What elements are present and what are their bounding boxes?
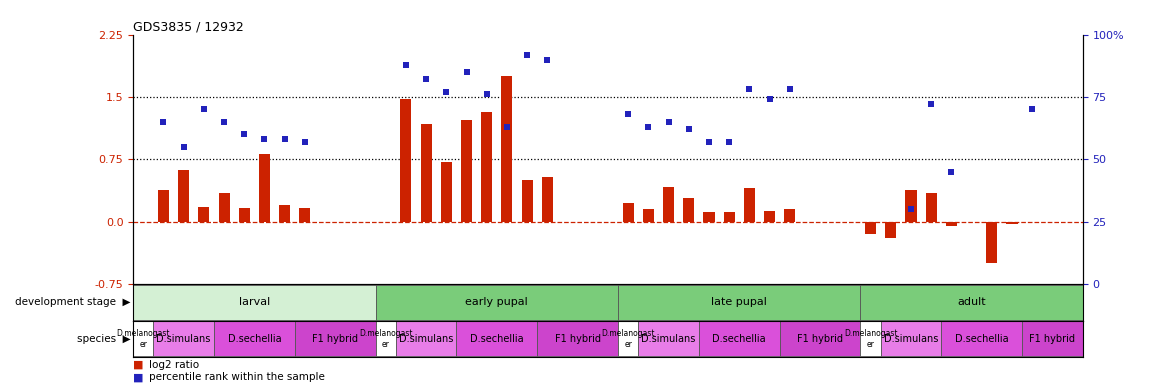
Text: early pupal: early pupal [466, 297, 528, 308]
Bar [699, 321, 779, 356]
Bar [375, 285, 618, 320]
Text: D.melanogast
er: D.melanogast er [844, 329, 897, 349]
Text: GDS3835 / 12932: GDS3835 / 12932 [133, 20, 244, 33]
Text: percentile rank within the sample: percentile rank within the sample [149, 372, 325, 382]
Bar [1023, 321, 1083, 356]
Text: F1 hybrid: F1 hybrid [1029, 334, 1076, 344]
Bar [501, 76, 513, 222]
Bar [683, 199, 695, 222]
Text: larval: larval [239, 297, 270, 308]
Bar [396, 321, 456, 356]
Bar [198, 207, 210, 222]
Bar [214, 321, 295, 356]
Text: D.sechellia: D.sechellia [955, 334, 1009, 344]
Bar [925, 193, 937, 222]
Text: ■: ■ [133, 360, 144, 370]
Text: D.simulans: D.simulans [400, 334, 453, 344]
Bar [664, 187, 674, 222]
Bar [157, 190, 169, 222]
Bar [239, 208, 250, 222]
Text: D.sechellia: D.sechellia [712, 334, 767, 344]
Text: log2 ratio: log2 ratio [149, 360, 199, 370]
Bar [987, 222, 997, 263]
Text: D.simulans: D.simulans [642, 334, 696, 344]
Bar [885, 222, 896, 238]
Bar [941, 321, 1023, 356]
Bar [482, 112, 492, 222]
Bar [1006, 222, 1018, 224]
Text: late pupal: late pupal [711, 297, 768, 308]
Bar [906, 190, 916, 222]
Bar [299, 208, 310, 222]
Bar [743, 189, 755, 222]
Bar [724, 212, 734, 222]
Bar [779, 321, 860, 356]
Bar [461, 120, 472, 222]
Bar [133, 285, 375, 320]
Text: D.melanogast
er: D.melanogast er [601, 329, 655, 349]
Bar [643, 209, 654, 222]
Bar [279, 205, 291, 222]
Bar [542, 177, 552, 222]
Bar [375, 321, 396, 356]
Text: adult: adult [958, 297, 985, 308]
Bar [401, 99, 411, 222]
Bar [618, 285, 860, 320]
Bar [703, 212, 714, 222]
Bar [521, 180, 533, 222]
Bar [860, 285, 1083, 320]
Text: D.simulans: D.simulans [156, 334, 211, 344]
Bar [784, 209, 796, 222]
Bar [441, 162, 452, 222]
Bar [153, 321, 214, 356]
Bar [623, 204, 633, 222]
Bar [865, 222, 877, 234]
Text: ■: ■ [133, 372, 144, 382]
Text: D.melanogast
er: D.melanogast er [359, 329, 412, 349]
Text: F1 hybrid: F1 hybrid [555, 334, 601, 344]
Bar [764, 211, 775, 222]
Bar [860, 321, 881, 356]
Bar [133, 321, 153, 356]
Bar [420, 124, 432, 222]
Text: D.melanogast
er: D.melanogast er [117, 329, 170, 349]
Bar [219, 193, 229, 222]
Bar [178, 170, 189, 222]
Text: development stage  ▶: development stage ▶ [15, 297, 131, 308]
Bar [638, 321, 699, 356]
Bar [537, 321, 618, 356]
Bar [618, 321, 638, 356]
Text: D.simulans: D.simulans [884, 334, 938, 344]
Bar [881, 321, 941, 356]
Bar [295, 321, 375, 356]
Bar [259, 154, 270, 222]
Text: F1 hybrid: F1 hybrid [797, 334, 843, 344]
Bar [456, 321, 537, 356]
Text: D.sechellia: D.sechellia [228, 334, 281, 344]
Bar [946, 222, 957, 226]
Text: D.sechellia: D.sechellia [470, 334, 523, 344]
Text: F1 hybrid: F1 hybrid [313, 334, 358, 344]
Text: species  ▶: species ▶ [78, 334, 131, 344]
